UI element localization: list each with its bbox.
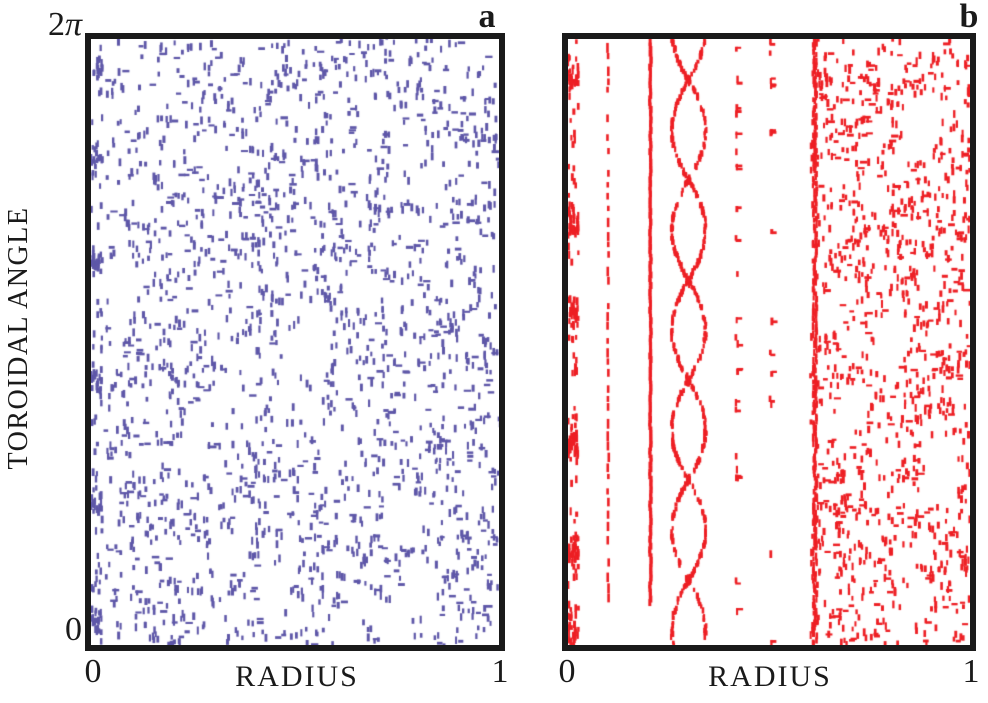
panel-a-x-axis-title: RADIUS (235, 660, 359, 693)
y-tick-2pi-number: 2 (47, 6, 65, 43)
panel-b-x-tick-1: 1 (962, 653, 980, 690)
panel-b-x-tick-0: 0 (558, 653, 576, 690)
panel-b-x-axis-title: RADIUS (708, 660, 832, 693)
panel-a-scatter-canvas (91, 39, 499, 645)
panel-a-x-tick-0: 0 (84, 653, 102, 690)
panel-a-plot-area (85, 33, 505, 651)
y-axis-title: TOROIDAL ANGLE (3, 206, 34, 470)
y-tick-2pi-symbol: π (64, 6, 82, 43)
panel-b-scatter-canvas (568, 39, 970, 645)
panel-b-letter: b (959, 0, 979, 35)
panel-b-plot-area (562, 33, 976, 651)
panel-a-x-tick-1: 1 (491, 653, 509, 690)
y-tick-2pi: 2π (28, 8, 82, 42)
y-tick-0: 0 (65, 611, 82, 648)
panel-a-letter: a (478, 0, 496, 35)
